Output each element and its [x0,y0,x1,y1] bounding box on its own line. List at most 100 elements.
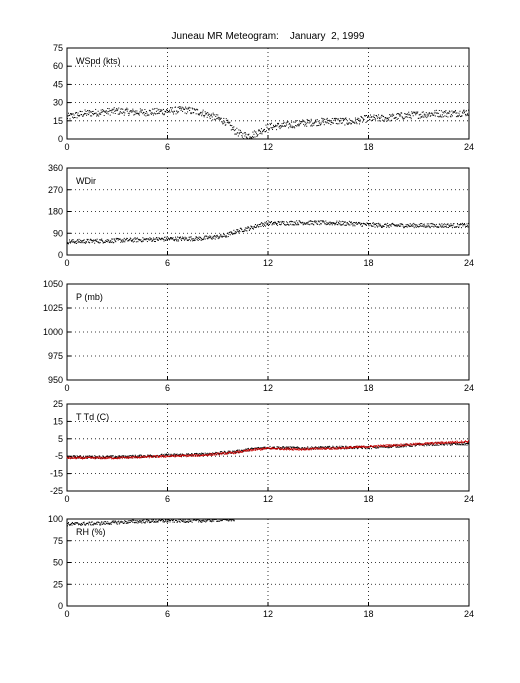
data-point [176,520,178,522]
data-point [305,447,307,449]
data-point [249,449,251,451]
data-point [229,451,231,453]
data-point [108,457,110,459]
data-point [84,242,86,244]
x-tick-label: 0 [64,609,69,619]
data-point [160,453,162,455]
data-point [324,448,326,450]
data-point [461,443,463,445]
data-point [303,448,305,450]
data-point [439,223,441,225]
data-point [314,448,316,450]
data-point [97,457,99,459]
data-point [230,452,232,454]
data-point [352,448,354,450]
data-point [120,112,122,114]
data-point [302,119,304,121]
data-point [112,112,114,114]
data-point [253,449,255,451]
data-point [209,519,211,521]
data-point [430,112,432,114]
data-point [117,457,119,459]
data-point [351,223,353,225]
data-point [404,226,406,228]
data-point [176,240,178,242]
data-point [323,447,325,449]
data-point [75,456,77,458]
data-point [465,225,467,227]
data-point [313,448,315,450]
data-point [284,448,286,450]
data-point [418,226,420,228]
data-point [178,111,180,113]
data-point [198,113,200,115]
data-point [277,224,279,226]
data-point [322,220,324,222]
data-point [68,457,70,459]
data-point [449,441,451,443]
data-point [393,444,395,446]
data-point [398,225,400,227]
data-point [90,524,92,526]
data-point [151,520,153,522]
data-point [126,456,128,458]
data-point [257,226,259,228]
data-point [283,121,285,123]
data-point [390,444,392,446]
data-point [105,240,107,242]
data-point [320,222,322,224]
data-point [418,443,420,445]
data-point [393,443,395,445]
data-point [82,115,84,117]
data-point [151,455,153,457]
data-point [175,454,177,456]
data-point [463,441,465,443]
data-point [345,448,347,450]
data-point [252,131,254,133]
data-point [451,442,453,444]
data-point [314,121,316,123]
data-point [381,225,383,227]
data-point [72,239,74,241]
data-point [72,457,74,459]
data-point [215,115,217,117]
data-point [353,446,355,448]
data-point [299,220,301,222]
data-point [197,454,199,456]
data-point [374,223,376,225]
data-point [106,455,108,457]
data-point [394,117,396,119]
data-point [205,519,207,521]
data-point [259,133,261,135]
data-point [224,235,226,237]
data-point [74,455,76,457]
data-point [321,117,323,119]
data-point [401,116,403,118]
data-point [178,455,180,457]
data-point [151,108,153,110]
data-point [460,115,462,117]
data-point [294,127,296,129]
data-point [400,225,402,227]
y-tick-label: 100 [48,514,63,524]
data-point [106,239,108,241]
data-point [206,235,208,237]
data-point [138,456,140,458]
data-point [318,124,320,126]
data-point [245,133,247,135]
data-point [253,448,255,450]
data-point [291,446,293,448]
data-point [285,224,287,226]
data-point [170,454,172,456]
data-point [342,224,344,226]
data-point [268,447,270,449]
data-point [298,448,300,450]
data-point [431,443,433,445]
data-point [172,107,174,109]
data-point [133,519,135,521]
data-point [212,520,214,522]
data-point [114,456,116,458]
data-point [182,453,184,455]
data-point [189,454,191,456]
data-point [448,224,450,226]
